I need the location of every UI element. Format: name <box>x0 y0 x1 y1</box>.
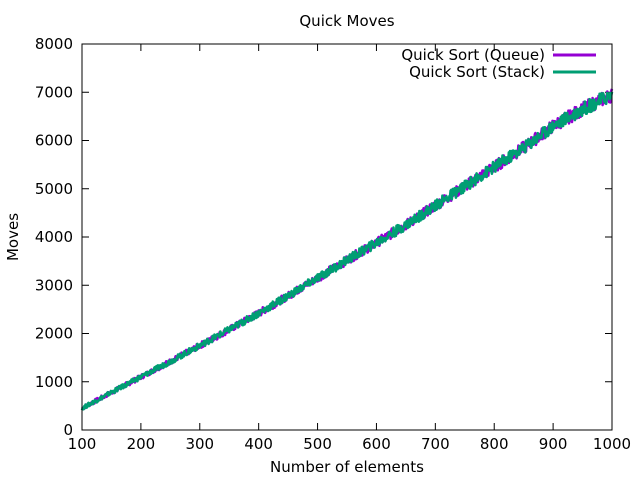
x-tick-label: 900 <box>539 435 568 453</box>
axis-ticks: 100 200 300 400 500 600 700 800 900 1000 0 1000 2000… <box>35 35 631 453</box>
x-tick-label: 100 <box>68 435 97 453</box>
x-tick-label: 1000 <box>593 435 631 453</box>
x-tick-label: 300 <box>185 435 214 453</box>
y-tick-label: 8000 <box>35 35 73 53</box>
legend-entry-label: Quick Sort (Queue) <box>401 46 545 64</box>
y-tick-label: 4000 <box>35 228 73 246</box>
y-tick-label: 1000 <box>35 373 73 391</box>
series-layer <box>80 88 614 411</box>
y-axis-label: Moves <box>4 213 22 261</box>
x-axis-label: Number of elements <box>270 458 424 476</box>
legend: Quick Sort (Queue)Quick Sort (Stack) <box>401 46 596 81</box>
x-tick-label: 600 <box>362 435 391 453</box>
x-tick-label: 700 <box>421 435 450 453</box>
x-tick-label: 400 <box>244 435 273 453</box>
y-tick-label: 7000 <box>35 83 73 101</box>
chart-title: Quick Moves <box>299 12 394 30</box>
y-tick-label: 6000 <box>35 132 73 150</box>
plot-frame <box>81 43 613 431</box>
series-line-2 <box>80 91 614 411</box>
y-tick-label: 2000 <box>35 325 73 343</box>
legend-entry-label: Quick Sort (Stack) <box>409 63 545 81</box>
y-tick-label: 0 <box>63 421 73 439</box>
y-tick-label: 5000 <box>35 180 73 198</box>
x-tick-label: 200 <box>127 435 156 453</box>
x-tick-label: 800 <box>480 435 509 453</box>
y-tick-label: 3000 <box>35 276 73 294</box>
x-tick-label: 500 <box>303 435 332 453</box>
